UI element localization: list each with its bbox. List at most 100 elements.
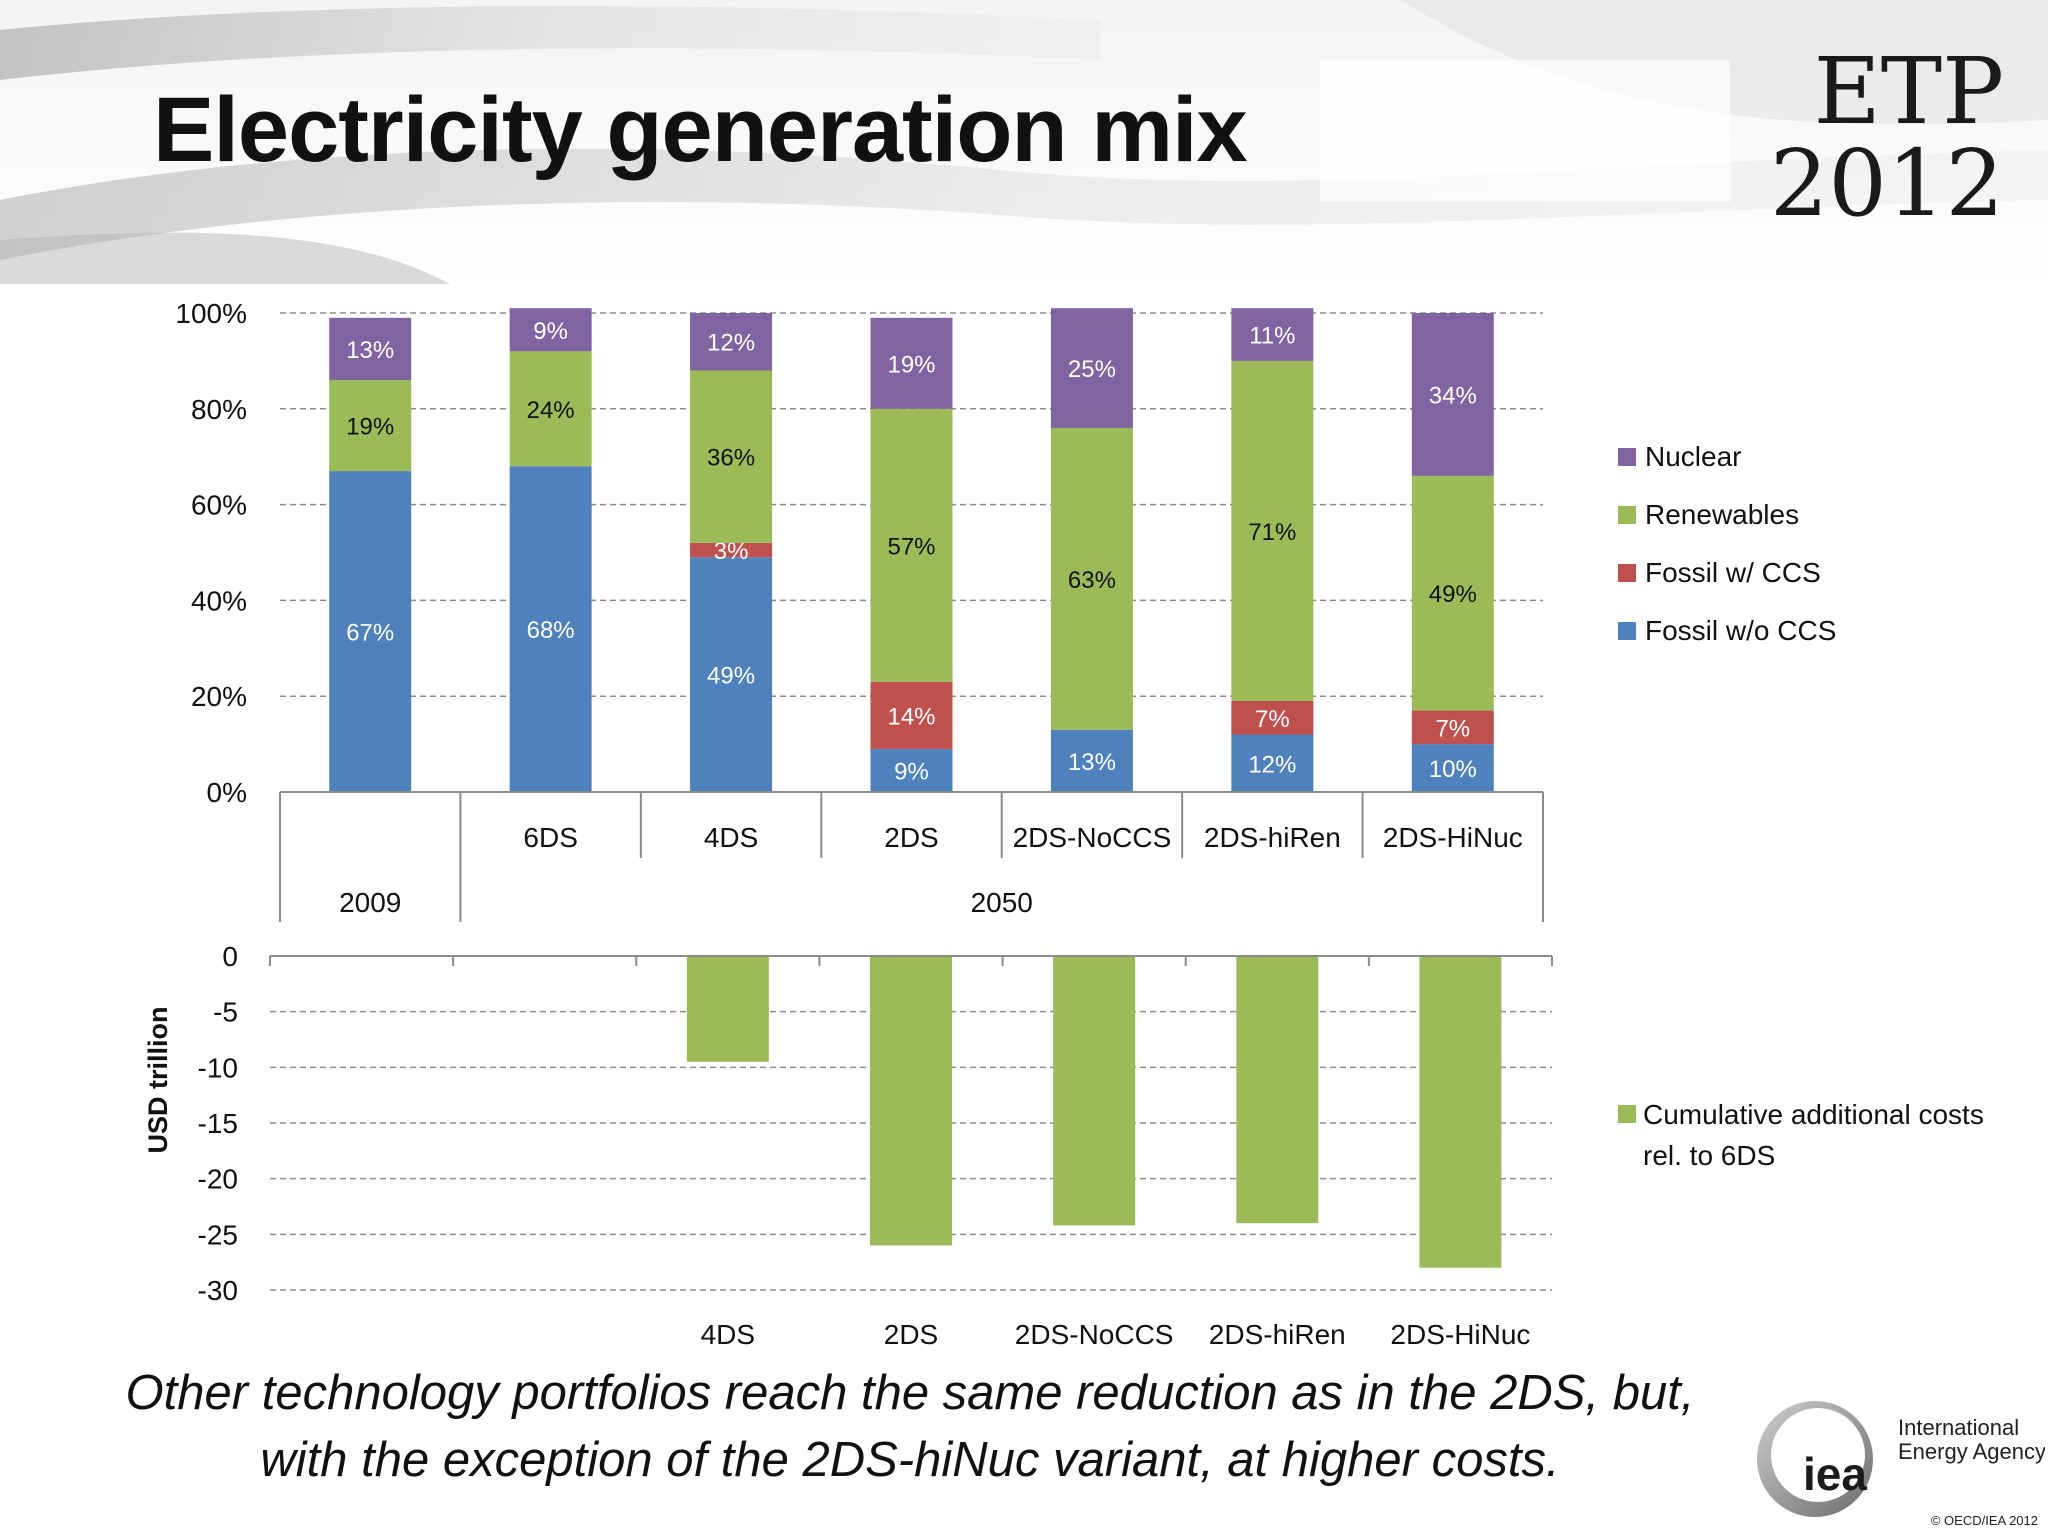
cost-bar: [1419, 956, 1502, 1268]
cost-bar: [1236, 956, 1319, 1224]
segment-value-label: 67%: [346, 620, 394, 647]
generation-mix-chart: 0%20%40%60%80%100%67%19%13%68%24%9%49%3%…: [175, 298, 1836, 922]
bottom-x-tick-label: 2DS-NoCCS: [1015, 1319, 1174, 1350]
top-y-tick-label: 0%: [207, 777, 247, 808]
segment-value-label: 9%: [894, 758, 929, 785]
stacked-bar-segment: [690, 313, 773, 371]
stacked-bar-segment: [870, 408, 953, 682]
stacked-bar-segment: [1231, 700, 1314, 735]
stacked-bar-segment: [1050, 427, 1133, 730]
bottom-y-tick-label: -25: [198, 1219, 238, 1250]
category-group-label: 2009: [339, 887, 401, 918]
page-title: Electricity generation mix: [153, 79, 1248, 181]
banner-background: [0, 0, 2048, 284]
footnote-line-2: with the exception of the 2DS-hiNuc vari…: [260, 1433, 1560, 1487]
bottom-y-tick-label: -15: [198, 1108, 238, 1139]
stacked-bar-segment: [1050, 308, 1133, 428]
top-y-tick-label: 40%: [191, 585, 247, 616]
segment-value-label: 34%: [1429, 382, 1477, 409]
cost-bar: [870, 956, 952, 1246]
segment-value-label: 24%: [527, 397, 575, 424]
cost-bar: [686, 956, 769, 1062]
stacked-bar-segment: [690, 557, 773, 792]
footnote-line-1: Other technology portfolios reach the sa…: [125, 1366, 1695, 1420]
stacked-bar-segment: [690, 370, 773, 543]
legend-label: Nuclear: [1645, 441, 1741, 472]
segment-value-label: 7%: [1255, 706, 1290, 733]
legend-label: Renewables: [1645, 499, 1799, 530]
segment-value-label: 57%: [887, 533, 935, 560]
iea-logo: iea International Energy Agency: [1755, 1395, 2046, 1525]
org-line-2: Energy Agency: [1898, 1439, 2045, 1464]
legend-label: Fossil w/o CCS: [1645, 615, 1836, 646]
stacked-bar-segment: [870, 681, 953, 749]
category-group-label: 2050: [971, 887, 1033, 918]
top-x-tick-label: 2DS-HiNuc: [1383, 822, 1523, 853]
logo-text: iea: [1803, 1448, 1867, 1500]
segment-value-label: 71%: [1248, 519, 1296, 546]
segment-value-label: 9%: [533, 318, 568, 345]
top-x-tick-label: 2DS: [884, 822, 938, 853]
stacked-bar-segment: [509, 351, 592, 467]
top-x-tick-label: 6DS: [523, 822, 577, 853]
bottom-y-axis-title: USD trillion: [143, 1007, 173, 1154]
segment-value-label: 12%: [1248, 751, 1296, 778]
bottom-y-tick-label: -30: [198, 1275, 238, 1306]
top-x-tick-label: 2DS-hiRen: [1204, 822, 1341, 853]
stacked-bar-segment: [329, 471, 412, 792]
bottom-x-tick-label: 2DS-hiRen: [1209, 1319, 1346, 1350]
top-x-tick-label: 2DS-NoCCS: [1013, 822, 1172, 853]
copyright: © OECD/IEA 2012: [1930, 1513, 2038, 1528]
stacked-bar-segment: [1231, 308, 1314, 361]
stacked-bar-segment: [329, 317, 412, 381]
top-x-tick-label: 4DS: [704, 822, 758, 853]
segment-value-label: 49%: [707, 663, 755, 690]
footnote: Other technology portfolios reach the sa…: [40, 1360, 1780, 1494]
top-y-tick-label: 80%: [191, 394, 247, 425]
bottom-x-tick-label: 2DS-HiNuc: [1390, 1319, 1530, 1350]
brand-line-1: ETP: [1813, 38, 2004, 145]
header-banner: Electricity generation mix ETP 2012: [0, 0, 2048, 284]
segment-value-label: 19%: [346, 414, 394, 441]
stacked-bar-segment: [1411, 313, 1494, 476]
stacked-bar-segment: [870, 748, 953, 792]
bottom-x-tick-label: 2DS: [884, 1319, 938, 1350]
stacked-bar-segment: [329, 380, 412, 472]
additional-cost-chart: 0 -5 -10 -15 -20 -25 -30 4DS 2DS 2DS-NoCCS 2DS-hiR…: [143, 941, 1984, 1350]
brand-line-2: 2012: [1769, 130, 2004, 237]
bottom-y-tick-label: 0: [222, 941, 238, 972]
stacked-bar-segment: [509, 308, 592, 352]
bottom-y-tick-label: -5: [213, 997, 238, 1028]
segment-value-label: 63%: [1068, 567, 1116, 594]
bottom-y-tick-label: -10: [198, 1052, 238, 1083]
org-line-1: International: [1898, 1415, 2019, 1440]
top-y-tick-label: 100%: [175, 298, 247, 329]
etp-brand: ETP 2012: [1770, 46, 2004, 230]
segment-value-label: 13%: [1068, 749, 1116, 776]
stacked-bar-segment: [1411, 710, 1494, 745]
iea-logo-mark: iea International Energy Agency: [1757, 1401, 2046, 1517]
stacked-bar-segment: [509, 466, 592, 792]
cost-legend-label: Cumulative additional costs: [1643, 1099, 1984, 1130]
legend-label: Fossil w/ CCS: [1645, 557, 1821, 588]
segment-value-label: 12%: [707, 330, 755, 357]
segment-value-label: 13%: [346, 337, 394, 364]
top-y-tick-label: 20%: [191, 681, 247, 712]
segment-value-label: 7%: [1435, 715, 1470, 742]
segment-value-label: 11%: [1249, 323, 1295, 350]
segment-value-label: 36%: [707, 445, 755, 472]
stacked-bar-segment: [1231, 734, 1314, 792]
segment-value-label: 25%: [1068, 356, 1116, 383]
bottom-x-tick-label: 4DS: [701, 1319, 755, 1350]
segment-value-label: 68%: [527, 617, 575, 644]
cost-legend-swatch: [1618, 1105, 1636, 1123]
stacked-bar-segment: [690, 542, 773, 558]
cost-bar: [1053, 956, 1136, 1226]
legend-swatch: [1618, 448, 1636, 466]
stacked-bar-segment: [1050, 729, 1133, 792]
cost-legend-label: rel. to 6DS: [1643, 1140, 1775, 1171]
segment-value-label: 19%: [887, 351, 935, 378]
segment-value-label: 14%: [887, 703, 935, 730]
stacked-bar-segment: [1411, 744, 1494, 792]
legend-swatch: [1618, 622, 1636, 640]
